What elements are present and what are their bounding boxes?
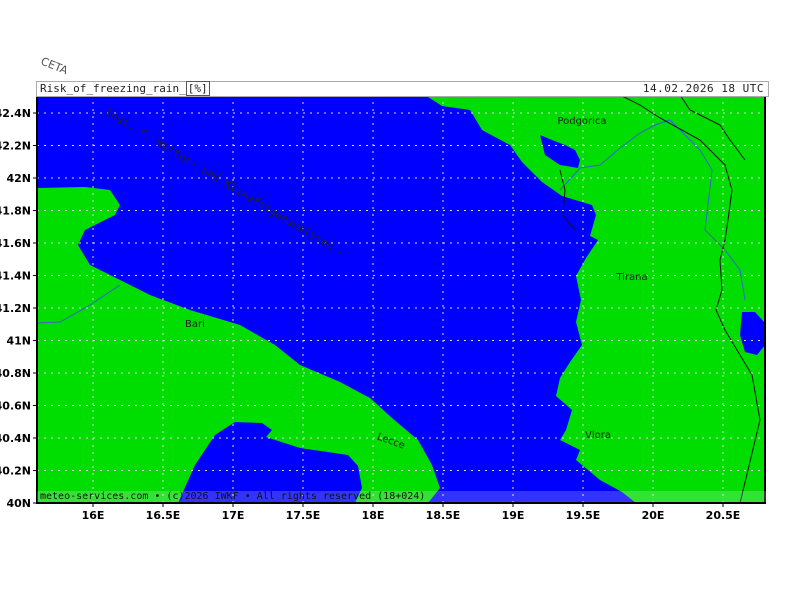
lon-tick-label: 16E — [82, 509, 105, 522]
lat-tick-label: 40.2N — [0, 465, 31, 478]
ceta-logo: CETA — [39, 55, 70, 78]
lat-tick-label: 40.6N — [0, 400, 31, 413]
lon-tick-label: 20.5E — [706, 509, 741, 522]
lake-shkodra — [540, 135, 580, 168]
land-balkans — [425, 95, 765, 503]
lat-tick-label: 41.8N — [0, 205, 31, 218]
map-title: Risk_of_freezing_rain_ [%] — [36, 81, 420, 97]
copyright-footer: meteo-services.com • (c)2026 IWKF • All … — [37, 491, 768, 502]
lat-tick-label: 42N — [6, 172, 31, 185]
river — [559, 119, 746, 301]
lat-tick-label: 42.4N — [0, 107, 31, 120]
city-label-tirana: Tirana — [615, 272, 647, 283]
lon-tick-label: 16.5E — [146, 509, 181, 522]
lon-tick-label: 17.5E — [286, 509, 321, 522]
lon-tick-label: 20E — [642, 509, 665, 522]
lat-tick-label: 40N — [6, 497, 31, 510]
lat-tick-label: 40.4N — [0, 432, 31, 445]
city-label-bari: Bari — [185, 319, 205, 330]
unit-label: [%] — [185, 81, 210, 96]
city-label-podgorica: Podgorica — [557, 116, 606, 127]
lat-tick-label: 41N — [6, 335, 31, 348]
river — [36, 284, 121, 324]
lat-tick-label: 41.2N — [0, 302, 31, 315]
border — [619, 94, 761, 504]
lon-tick-label: 19E — [502, 509, 525, 522]
land-italy — [37, 187, 440, 503]
city-label-vlora: Vlora — [585, 430, 611, 441]
axis-ticks: 16E 16.5E 17E 17.5E 18E 18.5E 19E 19.5E 20E 20.5E… — [0, 107, 740, 522]
gulf-of-taranto — [178, 422, 362, 503]
border — [679, 94, 746, 161]
lon-tick-label: 19.5E — [566, 509, 601, 522]
lon-tick-label: 18.5E — [426, 509, 461, 522]
title-text: Risk_of_freezing_rain_ — [40, 82, 186, 95]
lat-tick-label: 40.8N — [0, 367, 31, 380]
lon-tick-label: 18E — [362, 509, 385, 522]
lat-tick-label: 41.4N — [0, 270, 31, 283]
lon-tick-label: 17E — [222, 509, 245, 522]
border — [559, 169, 576, 231]
graticule — [37, 95, 765, 503]
lat-tick-label: 42.2N — [0, 140, 31, 153]
lake-ohrid — [740, 312, 765, 355]
lat-tick-label: 41.6N — [0, 237, 31, 250]
valid-time: 14.02.2026 18 UTC — [416, 81, 769, 97]
